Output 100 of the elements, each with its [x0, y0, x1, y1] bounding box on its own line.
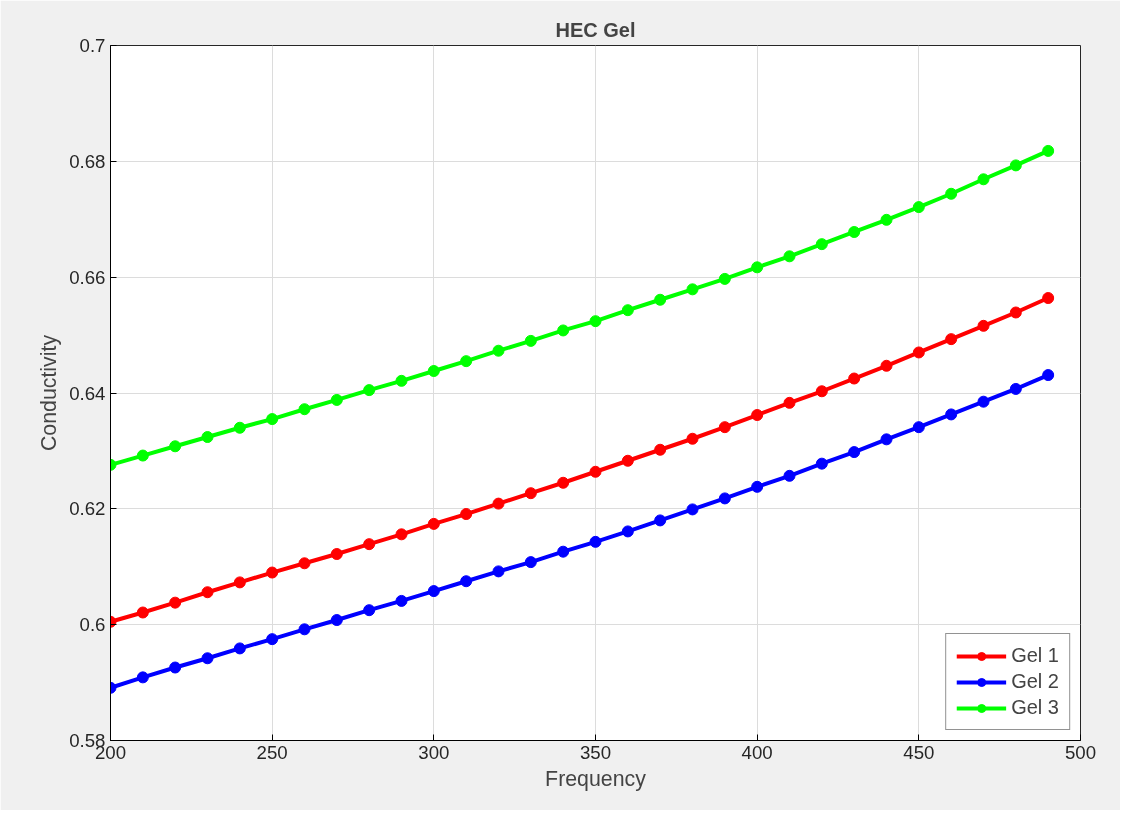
- point: [977, 173, 990, 186]
- point: [654, 293, 667, 306]
- point: [233, 642, 246, 655]
- point: [395, 374, 408, 387]
- point: [848, 372, 861, 385]
- point: [654, 514, 667, 527]
- point: [557, 324, 570, 337]
- point: [233, 421, 246, 434]
- point: [427, 365, 440, 377]
- chart-title: HEC Gel: [555, 18, 636, 41]
- point: [621, 454, 634, 467]
- point: [492, 344, 505, 357]
- point: [621, 525, 634, 538]
- point: [298, 623, 311, 636]
- point: [330, 393, 343, 406]
- point: [783, 469, 796, 482]
- point: [945, 333, 958, 346]
- point: [524, 487, 537, 500]
- point: [977, 319, 990, 332]
- point: [589, 535, 602, 548]
- point: [621, 304, 634, 317]
- point: [1042, 369, 1055, 382]
- point: [848, 226, 861, 238]
- point: [266, 413, 279, 426]
- x-tick-label: 400: [741, 741, 773, 763]
- point: [524, 334, 537, 347]
- point: [524, 556, 537, 569]
- point: [201, 586, 214, 599]
- point: [718, 421, 731, 434]
- point: [492, 565, 505, 578]
- point: [880, 213, 893, 226]
- point: [460, 575, 473, 588]
- point: [751, 409, 764, 421]
- point: [718, 272, 731, 285]
- point: [557, 476, 570, 489]
- point: [912, 346, 925, 359]
- point: [136, 671, 149, 684]
- y-tick-label: 0.6: [79, 614, 106, 636]
- point: [815, 385, 828, 398]
- point: [363, 604, 376, 617]
- point: [880, 433, 893, 446]
- point: [169, 661, 182, 674]
- point: [266, 633, 279, 646]
- point: [363, 384, 376, 397]
- legend-label: Gel 3: [1011, 696, 1059, 719]
- point: [427, 585, 440, 598]
- x-tick-label: 450: [903, 741, 935, 763]
- point: [977, 395, 990, 408]
- point: [266, 566, 279, 579]
- point: [169, 440, 182, 453]
- point: [589, 315, 602, 328]
- point: [783, 396, 796, 409]
- point: [395, 594, 408, 607]
- point: [201, 431, 214, 444]
- point: [1042, 144, 1055, 157]
- point: [460, 508, 473, 521]
- x-tick-label: 250: [256, 741, 288, 763]
- y-tick-label: 0.62: [69, 498, 106, 520]
- x-tick-label: 500: [1064, 741, 1097, 763]
- point: [298, 403, 311, 416]
- point: [1042, 292, 1055, 305]
- point: [1009, 382, 1022, 395]
- point: [783, 250, 796, 263]
- y-tick-label: 0.7: [79, 35, 106, 56]
- point: [427, 517, 440, 530]
- point: [298, 557, 311, 570]
- legend-label: Gel 2: [1011, 670, 1059, 693]
- point: [233, 576, 246, 589]
- y-tick-label: 0.68: [69, 150, 106, 172]
- y-axis-title: Conductivity: [37, 334, 62, 452]
- point: [330, 548, 343, 560]
- point: [848, 446, 861, 459]
- point: [557, 545, 570, 558]
- point: [460, 355, 473, 368]
- point: [201, 652, 214, 665]
- point: [686, 432, 699, 445]
- point: [751, 480, 764, 493]
- point: [718, 492, 731, 505]
- point: [945, 408, 958, 421]
- point: [686, 503, 699, 516]
- y-tick-label: 0.64: [69, 382, 106, 404]
- point: [169, 596, 182, 609]
- point: [395, 528, 408, 541]
- point: [751, 261, 764, 274]
- point: [136, 606, 149, 619]
- point: [654, 443, 667, 456]
- x-tick-label: 300: [418, 741, 450, 763]
- point: [1009, 159, 1022, 172]
- x-axis-title: Frequency: [545, 766, 647, 791]
- point: [363, 538, 376, 551]
- point: [945, 187, 958, 200]
- point: [912, 421, 925, 434]
- point: [815, 238, 828, 251]
- point: [1009, 306, 1022, 319]
- y-tick-label: 0.66: [69, 266, 106, 288]
- point: [492, 497, 505, 510]
- legend-label: Gel 1: [1011, 644, 1059, 667]
- point: [330, 614, 343, 627]
- point: [815, 457, 828, 470]
- point: [136, 449, 149, 462]
